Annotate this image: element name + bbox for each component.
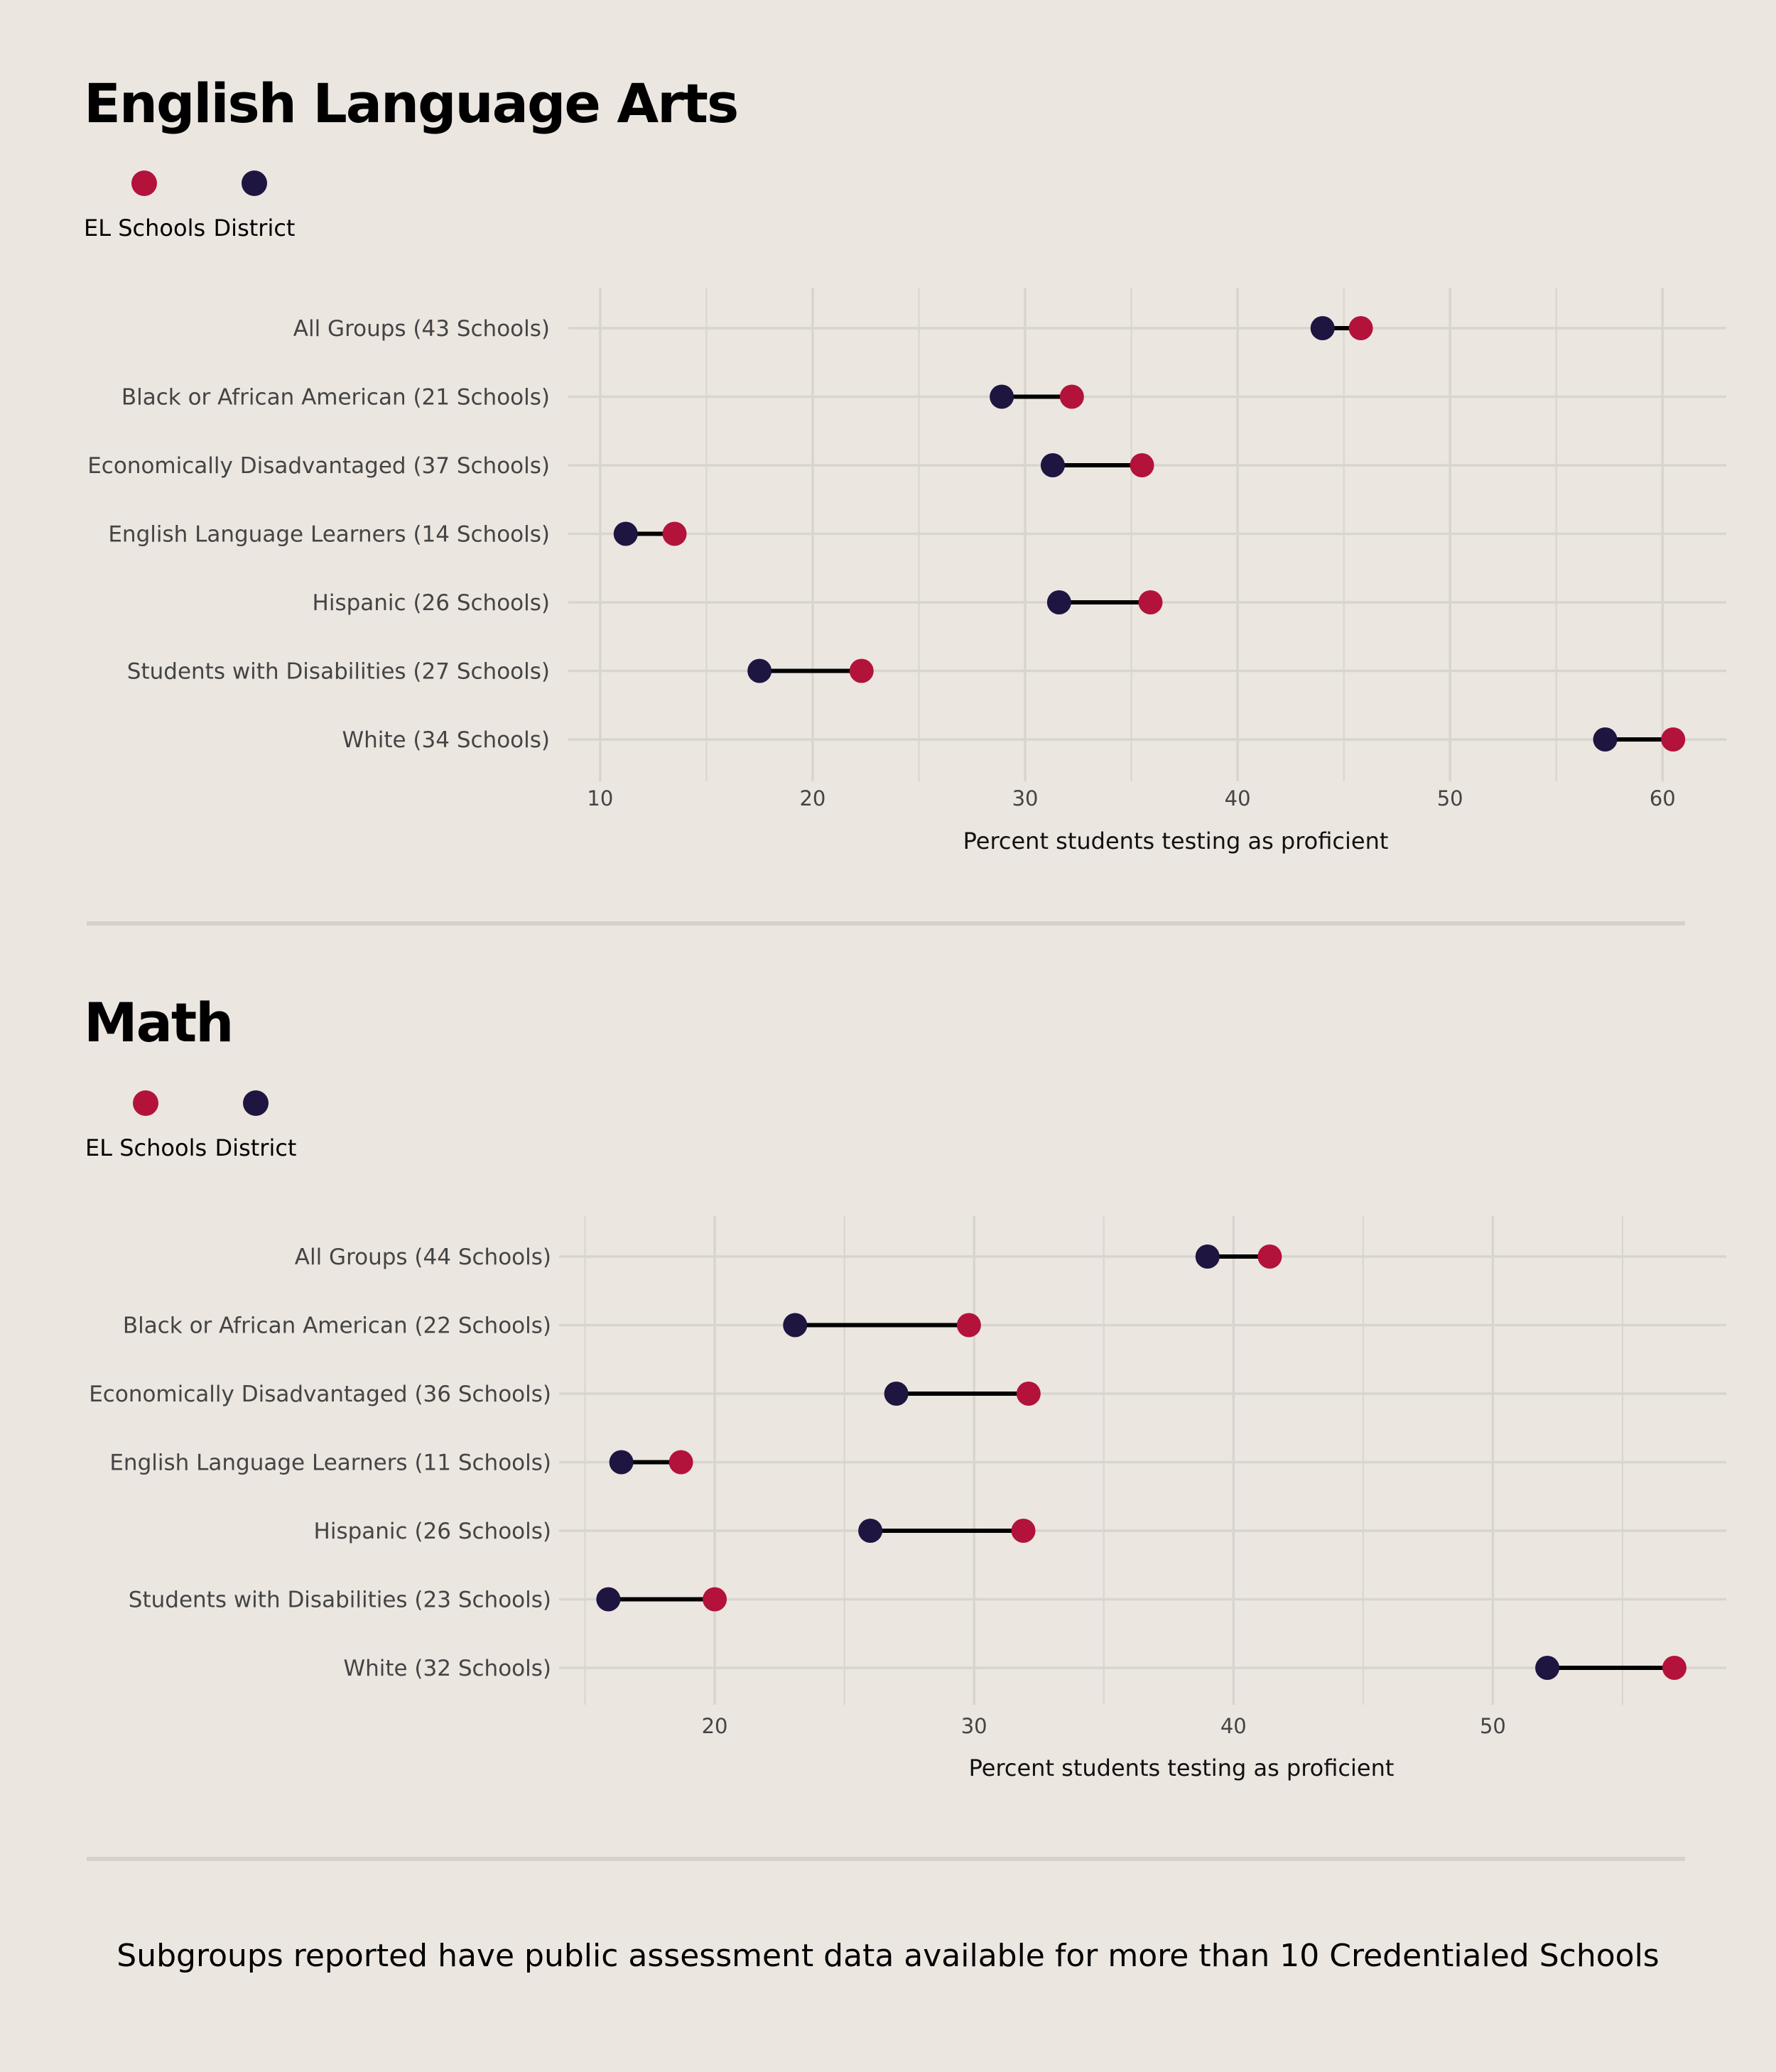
math-legend-el-schools: EL Schools [85, 1090, 207, 1161]
math-district-point-hispanic-26-schools [858, 1519, 883, 1543]
math-category-label-hispanic-26-schools: Hispanic (26 Schools) [314, 1519, 551, 1544]
ela-el-schools-point-students-with-disabilities-27-schools [849, 658, 874, 683]
ela-district-point-english-language-learners-14-schools [613, 521, 638, 546]
math-chart-title: Math [84, 991, 234, 1054]
ela-legend-el-schools-label: EL Schools [84, 215, 206, 242]
math-dumbbell-chart: 20 30 40 50 All Groups (44 Schools) Black or … [89, 1216, 1726, 1781]
section-divider [87, 921, 1685, 926]
math-category-label-all-groups-44-schools: All Groups (44 Schools) [295, 1244, 551, 1270]
ela-category-label-english-language-learners-14-schools: English Language Learners (14 Schools) [108, 522, 550, 548]
ela-legend-el-schools: EL Schools [84, 170, 205, 242]
ela-x-tick-label: 60 [1650, 786, 1676, 810]
math-district-point-students-with-disabilities-23-schools [596, 1587, 621, 1612]
ela-x-axis-title: Percent students testing as proficient [963, 828, 1389, 855]
ela-x-tick-label: 10 [587, 786, 613, 810]
ela-district-point-hispanic-26-schools [1046, 590, 1071, 614]
math-legend-el-schools-label: EL Schools [85, 1134, 207, 1161]
ela-el-schools-point-hispanic-26-schools [1138, 590, 1163, 614]
ela-el-schools-point-economically-disadvantaged-37-schools [1130, 453, 1154, 477]
math-district-point-economically-disadvantaged-36-schools [884, 1382, 909, 1406]
ela-category-label-all-groups-43-schools: All Groups (43 Schools) [293, 316, 550, 342]
ela-x-tick-label: 50 [1437, 786, 1463, 810]
math-legend-district: District [212, 1090, 300, 1161]
ela-legend-el-schools-dot [131, 170, 157, 196]
math-legend: EL Schools District [85, 1090, 341, 1168]
math-district-point-white-32-schools [1535, 1656, 1560, 1680]
ela-el-schools-point-english-language-learners-14-schools [662, 521, 687, 546]
footnote: Subgroups reported have public assessmen… [117, 1938, 1659, 1974]
ela-category-label-black-or-african-american-21-schools: Black or African American (21 Schools) [121, 385, 550, 411]
ela-category-label-economically-disadvantaged-37-schools: Economically Disadvantaged (37 Schools) [87, 453, 550, 479]
math-category-label-white-32-schools: White (32 Schools) [343, 1656, 551, 1681]
math-el-schools-point-english-language-learners-11-schools [668, 1450, 693, 1475]
ela-el-schools-point-white-34-schools [1661, 727, 1686, 752]
ela-x-tick-label: 30 [1012, 786, 1039, 810]
math-el-schools-point-economically-disadvantaged-36-schools [1016, 1382, 1041, 1406]
ela-district-point-black-or-african-american-21-schools [990, 384, 1014, 409]
math-category-label-english-language-learners-11-schools: English Language Learners (11 Schools) [109, 1450, 551, 1476]
ela-legend-district-dot [242, 170, 267, 196]
math-el-schools-point-black-or-african-american-22-schools [956, 1313, 981, 1338]
math-district-point-all-groups-44-schools [1195, 1244, 1220, 1269]
math-legend-el-schools-dot [133, 1090, 158, 1116]
ela-legend-district-label: District [213, 215, 296, 242]
math-x-tick-label: 30 [961, 1714, 987, 1738]
math-x-tick-label: 40 [1220, 1714, 1247, 1738]
ela-district-point-white-34-schools [1593, 727, 1618, 752]
math-el-schools-point-white-32-schools [1662, 1656, 1686, 1680]
math-district-point-english-language-learners-11-schools [609, 1450, 634, 1475]
ela-category-label-students-with-disabilities-27-schools: Students with Disabilities (27 Schools) [127, 659, 550, 685]
ela-el-schools-point-black-or-african-american-21-schools [1059, 384, 1084, 409]
math-legend-district-label: District [215, 1134, 297, 1161]
ela-category-label-white-34-schools: White (34 Schools) [342, 727, 550, 753]
footer-divider [87, 1857, 1685, 1861]
math-x-tick-label: 20 [702, 1714, 728, 1738]
math-x-tick-label: 50 [1480, 1714, 1506, 1738]
ela-el-schools-point-all-groups-43-schools [1348, 316, 1373, 340]
math-x-axis-title: Percent students testing as proficient [969, 1754, 1395, 1781]
math-category-label-economically-disadvantaged-36-schools: Economically Disadvantaged (36 Schools) [89, 1382, 551, 1407]
math-el-schools-point-all-groups-44-schools [1257, 1244, 1282, 1269]
ela-chart-title: English Language Arts [84, 72, 739, 135]
math-legend-district-dot [243, 1090, 269, 1116]
ela-district-point-students-with-disabilities-27-schools [747, 658, 772, 683]
math-category-label-students-with-disabilities-23-schools: Students with Disabilities (23 Schools) [129, 1588, 551, 1613]
math-district-point-black-or-african-american-22-schools [783, 1313, 808, 1338]
ela-category-label-hispanic-26-schools: Hispanic (26 Schools) [313, 590, 550, 616]
ela-x-tick-label: 20 [799, 786, 825, 810]
ela-legend: EL Schools District [84, 170, 340, 249]
ela-dumbbell-chart: 10 20 30 40 50 60 All Groups (43 Schools) Black… [87, 288, 1726, 855]
ela-district-point-all-groups-43-schools [1310, 316, 1335, 340]
math-el-schools-point-hispanic-26-schools [1011, 1519, 1036, 1543]
math-category-label-black-or-african-american-22-schools: Black or African American (22 Schools) [123, 1313, 551, 1339]
ela-legend-district: District [210, 170, 298, 242]
ela-x-tick-label: 40 [1225, 786, 1251, 810]
ela-district-point-economically-disadvantaged-37-schools [1040, 453, 1065, 477]
math-el-schools-point-students-with-disabilities-23-schools [703, 1587, 727, 1612]
